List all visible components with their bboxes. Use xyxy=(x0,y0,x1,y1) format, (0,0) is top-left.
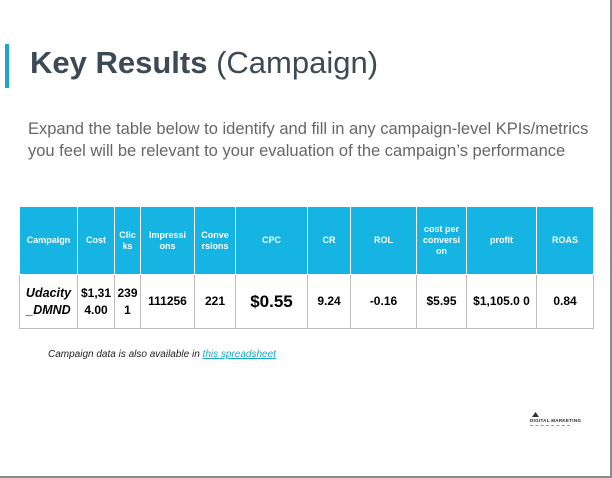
cell-conversions: 221 xyxy=(194,274,236,329)
cell-profit: $1,105.0 0 xyxy=(466,274,537,329)
header-cr: CR xyxy=(307,206,351,275)
cell-cr: 9.24 xyxy=(307,274,351,329)
table-row: Udacity _DMND $1,31 4.00 239 1 111256 22… xyxy=(19,274,594,329)
cell-cpc: $0.55 xyxy=(235,274,308,329)
header-rol: ROL xyxy=(350,206,417,275)
header-impressions: Impressi ons xyxy=(140,206,195,275)
slide-bottom-border xyxy=(0,476,612,478)
kpi-table: Campaign Cost Clic ks Impressi ons Conve… xyxy=(19,206,594,329)
title-accent-bar xyxy=(5,44,9,88)
header-clicks: Clic ks xyxy=(114,206,141,275)
slide-title-rest: (Campaign) xyxy=(207,45,379,80)
cell-clicks: 239 1 xyxy=(114,274,141,329)
header-cost: Cost xyxy=(77,206,115,275)
header-cpc: CPC xyxy=(235,206,308,275)
logo-underline xyxy=(530,425,570,427)
intro-text: Expand the table below to identify and f… xyxy=(28,120,589,160)
cell-cost-per-conversion: $5.95 xyxy=(416,274,467,329)
note-text: Campaign data is also available in xyxy=(48,349,203,360)
header-roas: ROAS xyxy=(536,206,594,275)
cell-impressions: 111256 xyxy=(140,274,195,329)
slide-right-border xyxy=(610,0,612,478)
header-profit: profit xyxy=(466,206,537,275)
logo-mark-icon xyxy=(532,412,539,417)
digital-marketing-logo: DIGITAL MARKETING xyxy=(530,412,582,432)
table-header-row: Campaign Cost Clic ks Impressi ons Conve… xyxy=(19,206,594,275)
header-cost-per-conversion: cost per conversi on xyxy=(416,206,467,275)
cell-rol: -0.16 xyxy=(350,274,417,329)
header-conversions: Conve rsions xyxy=(194,206,236,275)
slide-title-bold: Key Results xyxy=(30,45,208,80)
cell-roas: 0.84 xyxy=(536,274,594,329)
cell-cost: $1,31 4.00 xyxy=(77,274,115,329)
header-campaign: Campaign xyxy=(19,206,78,275)
spreadsheet-link[interactable]: this spreadsheet xyxy=(202,349,276,360)
cell-campaign: Udacity _DMND xyxy=(19,274,78,329)
slide-title: Key Results (Campaign) xyxy=(30,45,378,81)
logo-text: DIGITAL MARKETING xyxy=(530,418,582,423)
spreadsheet-note: Campaign data is also available in this … xyxy=(48,349,276,360)
